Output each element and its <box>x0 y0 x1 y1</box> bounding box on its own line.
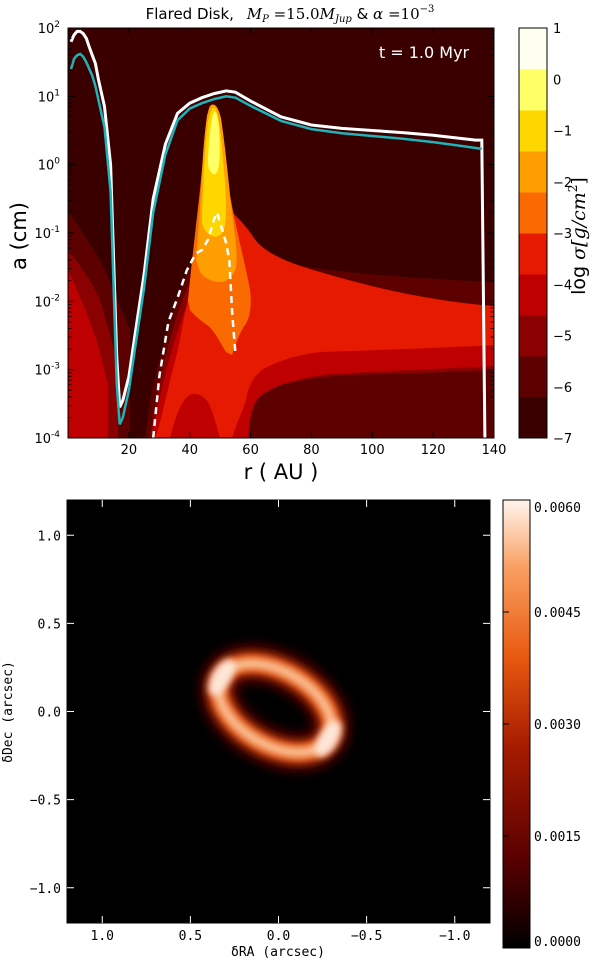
y-tick-label: 10-2 <box>34 293 60 310</box>
ring-hot-spot <box>208 658 235 696</box>
colorbar-label: log σ[g/cm2] <box>566 177 590 295</box>
title-mjup: M <box>319 5 336 23</box>
y-tick-label: 100 <box>38 157 61 174</box>
colorbar-level <box>519 192 547 234</box>
colorbar-intensity-tick-label: 0.0015 <box>534 830 581 845</box>
surface-density-panel: Flared Disk, MP =15.0MJup & α =10−3 <box>7 4 590 484</box>
image-x-tick-label: 0.5 <box>179 929 202 944</box>
x-tick-label: 40 <box>181 443 198 458</box>
colorbar-tick-label: −2 <box>553 176 572 191</box>
colorbar-level <box>519 397 547 439</box>
ring-group <box>201 646 349 770</box>
white-solid-curve <box>69 29 487 438</box>
image-x-tick-label: −0.5 <box>351 929 382 944</box>
title-mjup-sub: Jup <box>333 14 352 25</box>
image-y-tick-label: −1.0 <box>30 882 61 897</box>
image-background <box>67 500 490 923</box>
time-annotation: t = 1.0 Myr <box>379 43 470 62</box>
title-alpha-eq: =10 <box>383 5 419 23</box>
x-tick-label: 100 <box>360 443 385 458</box>
chart-title: Flared Disk, MP =15.0MJup & α =10−3 <box>146 4 435 25</box>
image-x-tick-label: −1.0 <box>439 929 470 944</box>
colorbar-intensity-tick-label: 0.0030 <box>534 718 581 733</box>
colorbar-intensity-ticks: 0.0000 0.0015 0.0030 0.0045 0.0060 <box>503 499 581 950</box>
colorbar-surface-density <box>518 27 548 439</box>
colorbar-level <box>519 151 547 193</box>
image-y-tick-label: −0.5 <box>30 794 61 809</box>
colorbar-ticks: −7 −6 −5 −4 −3 −2 −1 0 1 <box>553 22 572 447</box>
colorbar-level <box>519 356 547 398</box>
colorbar-intensity-tick-label: 0.0045 <box>534 606 581 621</box>
title-prefix: Flared Disk, <box>146 5 234 23</box>
title-and: & <box>352 5 373 23</box>
image-x-tick-label: 0.0 <box>267 929 290 944</box>
colorbar-level <box>519 110 547 152</box>
y-tick-label: 10-3 <box>34 362 60 379</box>
title-alpha: α <box>373 5 383 23</box>
image-x-tick-label: 1.0 <box>91 929 114 944</box>
colorbar-frame <box>518 27 548 439</box>
colorbar-tick-label: −7 <box>553 432 572 447</box>
colorbar-level <box>519 69 547 111</box>
white-dashed-curve <box>151 208 237 438</box>
x-tick-label: 20 <box>121 443 138 458</box>
colorbar-intensity-tick-label: 0.0060 <box>534 501 581 516</box>
colorbar-level <box>519 274 547 316</box>
title-mp-val: =15.0 <box>269 5 320 23</box>
colorbar-level <box>519 28 547 70</box>
colorbar-tick-label: −6 <box>553 381 572 396</box>
image-y-tick-label: 0.5 <box>38 617 61 632</box>
contour-level-1 <box>208 112 220 175</box>
y-tick-label: 101 <box>38 88 60 105</box>
colorbar-tick-label: −3 <box>553 227 572 242</box>
colorbar-level <box>519 315 547 357</box>
y-tick-label: 10-1 <box>34 225 60 242</box>
image-panel: 1.0 0.5 0.0 −0.5 −1.0 1.0 0.5 0.0 −0.5 −1.0 δRA … <box>1 499 581 960</box>
x-axis-label: r ( AU ) <box>244 460 319 484</box>
ring-hot-spot <box>315 720 342 758</box>
colorbar-tick-label: −1 <box>553 125 572 140</box>
x-axis-ticks: 20 40 60 80 100 120 140 <box>121 28 507 458</box>
colorbar-tick-label: 0 <box>553 73 561 88</box>
y-axis-ticks: 10-4 10-3 10-2 10-1 100 101 102 <box>34 20 494 447</box>
colorbar-tick-label: −4 <box>553 278 572 293</box>
title-mp: M <box>246 5 263 23</box>
colorbar-level <box>519 233 547 275</box>
image-y-tick-label: 0.0 <box>38 706 61 721</box>
x-tick-label: 80 <box>303 443 320 458</box>
image-y-label: δDec (arcsec) <box>1 661 16 763</box>
colorbar-tick-label: 1 <box>553 22 561 37</box>
teal-solid-curve <box>69 52 482 425</box>
image-x-label: δRA (arcsec) <box>231 945 325 960</box>
contour-area <box>68 28 494 438</box>
x-tick-label: 140 <box>482 443 507 458</box>
colorbar-intensity-tick-label: 0.0000 <box>534 935 581 950</box>
y-axis-label: a (cm) <box>7 202 31 270</box>
y-tick-label: 102 <box>38 20 60 37</box>
ring-emission <box>201 646 349 770</box>
x-tick-label: 60 <box>242 443 259 458</box>
image-y-ticks: 1.0 0.5 0.0 −0.5 −1.0 <box>30 529 490 897</box>
title-mp-sub: P <box>261 14 269 25</box>
image-y-tick-label: 1.0 <box>38 529 61 544</box>
y-tick-label: 10-4 <box>34 430 60 447</box>
title-alpha-exp: −3 <box>420 4 435 15</box>
image-x-ticks: 1.0 0.5 0.0 −0.5 −1.0 <box>91 500 470 944</box>
x-tick-label: 120 <box>421 443 446 458</box>
colorbar-tick-label: −5 <box>553 330 572 345</box>
